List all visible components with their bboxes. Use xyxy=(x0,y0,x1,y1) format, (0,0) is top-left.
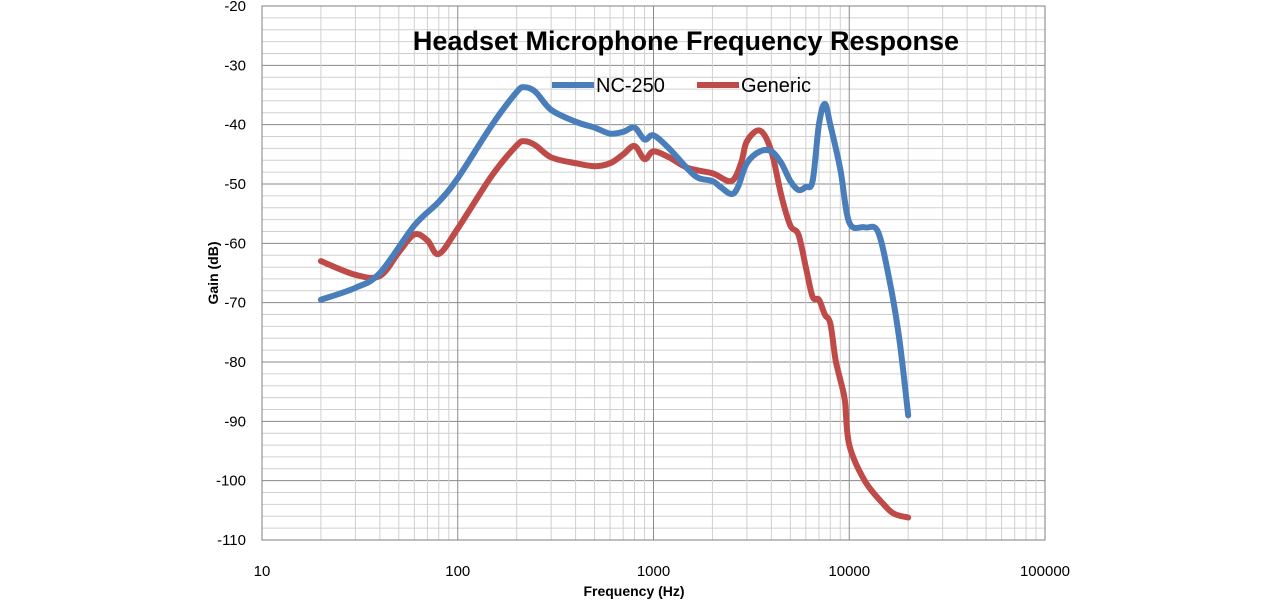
tick-labels: -20 -30 -40 -50 -60 -70 -80 -90 -100 -110 10 100 100… xyxy=(216,0,1070,580)
legend-label-nc-250: NC-250 xyxy=(596,75,665,97)
legend-label-generic: Generic xyxy=(741,75,811,97)
y-tick-label: -30 xyxy=(224,57,246,74)
x-axis-title: Frequency (Hz) xyxy=(583,583,684,599)
y-axis-title: Gain (dB) xyxy=(205,242,221,305)
x-tick-label: 100 xyxy=(445,563,470,580)
y-tick-label: -20 xyxy=(224,0,246,15)
plot-area-border xyxy=(261,5,1046,541)
y-tick-label: -100 xyxy=(216,473,246,490)
y-tick-label: -110 xyxy=(217,532,246,549)
y-tick-label: -70 xyxy=(224,295,246,312)
legend: NC-250 Generic xyxy=(552,75,811,97)
y-tick-label: -40 xyxy=(224,117,246,134)
x-tick-label: 10000 xyxy=(828,563,870,580)
x-tick-label: 100000 xyxy=(1020,563,1070,580)
y-tick-label: -50 xyxy=(224,176,246,193)
x-tick-label: 10 xyxy=(254,563,271,580)
y-tick-label: -90 xyxy=(224,413,246,430)
series-line-generic xyxy=(317,127,912,521)
series-line-nc-250 xyxy=(317,84,912,419)
chart-title: Headset Microphone Frequency Response xyxy=(413,26,959,56)
x-tick-label: 1000 xyxy=(637,563,670,580)
y-tick-label: -80 xyxy=(224,354,246,371)
gridlines xyxy=(261,5,1045,541)
y-tick-label: -60 xyxy=(224,235,246,252)
plot-border xyxy=(261,5,1046,541)
series-lines xyxy=(317,84,912,521)
